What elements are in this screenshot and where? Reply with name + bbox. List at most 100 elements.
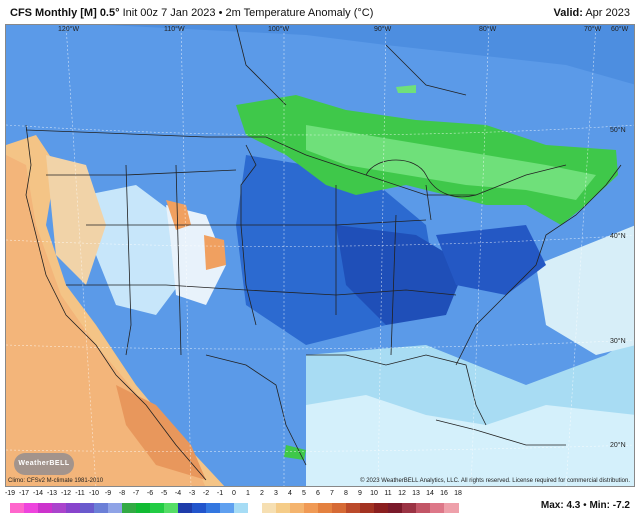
legend-tick: 2 — [260, 490, 264, 497]
border-line-e — [175, 164, 182, 356]
legend-swatch — [38, 503, 53, 513]
legend-tick: 4 — [288, 490, 292, 497]
plains-border — [240, 144, 257, 326]
legend-tick: 5 — [302, 490, 306, 497]
great-lakes-outline — [365, 159, 477, 198]
legend-tick: -11 — [75, 490, 85, 497]
legend-swatch — [290, 503, 305, 513]
baja-warm-anomaly — [116, 385, 206, 480]
legend-tick: -2 — [202, 490, 210, 497]
legend-swatch — [66, 503, 81, 513]
valid-time: Valid: Apr 2023 — [554, 7, 630, 19]
border-line-a — [86, 219, 427, 226]
lon-label-70w: 70°W — [584, 26, 602, 33]
legend-tick: -10 — [88, 490, 100, 497]
init-time: Init 00z 7 Jan 2023 — [122, 7, 216, 19]
boundaries — [25, 25, 622, 481]
legend-tick: 3 — [274, 490, 278, 497]
legend-tick: -3 — [188, 490, 196, 497]
legend-swatch — [262, 503, 277, 513]
valid-label: Valid: — [553, 7, 583, 19]
copyright-note: © 2023 WeatherBELL Analytics, LLC. All r… — [360, 478, 630, 484]
legend-swatch — [24, 503, 39, 513]
atlantic-neutral-field — [536, 225, 634, 355]
legend-swatch — [94, 503, 109, 513]
legend-swatch — [276, 503, 291, 513]
lake-michigan-outline — [425, 184, 432, 221]
model-name: CFS Monthly [M] 0.5 — [10, 7, 116, 19]
legend-tick: -19 — [4, 490, 16, 497]
field-stats: Max: 4.3 • Min: -7.2 — [540, 500, 630, 511]
meridian-90w — [377, 25, 387, 486]
lat-label-40n: 40°N — [610, 233, 626, 240]
mexico-cold-spot — [284, 445, 306, 460]
lon-label-80w: 80°W — [479, 26, 497, 33]
legend-swatch — [388, 503, 403, 513]
map-canvas — [6, 25, 634, 486]
lat-label-50n: 50°N — [610, 127, 626, 134]
hudson-outline — [235, 25, 287, 106]
legend-swatch — [164, 503, 179, 513]
legend-swatch — [346, 503, 361, 513]
legend-tick: 0 — [232, 490, 236, 497]
legend-tick: -12 — [60, 490, 72, 497]
legend-tick: 11 — [384, 490, 392, 497]
legend-tick: -14 — [32, 490, 44, 497]
legend-tick: 14 — [426, 490, 434, 497]
header: CFS Monthly [M] 0.5° Init 00z 7 Jan 2023… — [0, 0, 640, 24]
legend-tick: -13 — [46, 490, 58, 497]
colorado-warm-patch — [204, 235, 226, 270]
lat-label-30n: 30°N — [610, 338, 626, 345]
min-value: -7.2 — [612, 500, 630, 511]
max-value: 4.3 — [566, 500, 581, 511]
lon-label-110w: 110°W — [164, 26, 185, 33]
legend-tick: -8 — [118, 490, 126, 497]
legend-swatch — [402, 503, 417, 513]
parallel-30n — [6, 339, 634, 350]
rockies-field — [166, 205, 226, 305]
legend-swatch — [178, 503, 193, 513]
legend-swatch — [150, 503, 165, 513]
legend-swatch — [136, 503, 151, 513]
legend-swatch — [10, 503, 25, 513]
anomaly-map[interactable]: 120°W 110°W 100°W 90°W 80°W 70°W 60°W 50… — [5, 24, 635, 487]
legend-tick-labels: -19 -17 -14 -13 -12 -11 -10 -9 -8 -7 -6 -5 -4 -3 -2 -1 0… — [4, 490, 464, 502]
pacific-warm-core — [6, 155, 206, 486]
degree-sign: ° — [115, 7, 120, 19]
legend-tick: -7 — [132, 490, 140, 497]
legend-swatch — [332, 503, 347, 513]
legend-swatch — [304, 503, 319, 513]
legend-tick: 12 — [398, 490, 406, 497]
legend-tick: 9 — [358, 490, 362, 497]
west-coastline — [25, 124, 207, 481]
cuba-outline — [435, 419, 566, 446]
canada-cold-core — [306, 125, 596, 200]
legend-swatch — [416, 503, 431, 513]
legend-swatch — [248, 503, 263, 513]
legend-tick: -17 — [18, 490, 30, 497]
legend-tick: 6 — [316, 490, 320, 497]
legend-swatch — [108, 503, 123, 513]
legend-swatch — [80, 503, 95, 513]
border-line-d — [125, 164, 132, 356]
caribbean-field — [306, 395, 634, 486]
graticule — [6, 25, 634, 486]
parallel-40n — [6, 234, 634, 247]
midwest-cold-core — [336, 225, 466, 325]
legend-tick: -4 — [174, 490, 182, 497]
lon-label-90w: 90°W — [374, 26, 392, 33]
hudson-cold-spot — [396, 85, 416, 93]
weatherbell-logo: WeatherBELL — [14, 453, 74, 475]
idaho-warm-patch — [166, 200, 191, 230]
legend-tick: 10 — [370, 490, 378, 497]
legend-tick: 13 — [412, 490, 420, 497]
legend-tick: -5 — [160, 490, 168, 497]
east-coastline — [455, 164, 622, 366]
legend-tick: 18 — [454, 490, 462, 497]
gulf-coastline — [306, 354, 487, 426]
legend-tick: -1 — [216, 490, 224, 497]
legend-swatch — [318, 503, 333, 513]
lon-label-60w: 60°W — [611, 26, 629, 33]
legend-swatch — [122, 503, 137, 513]
lon-label-120w: 120°W — [58, 26, 80, 33]
